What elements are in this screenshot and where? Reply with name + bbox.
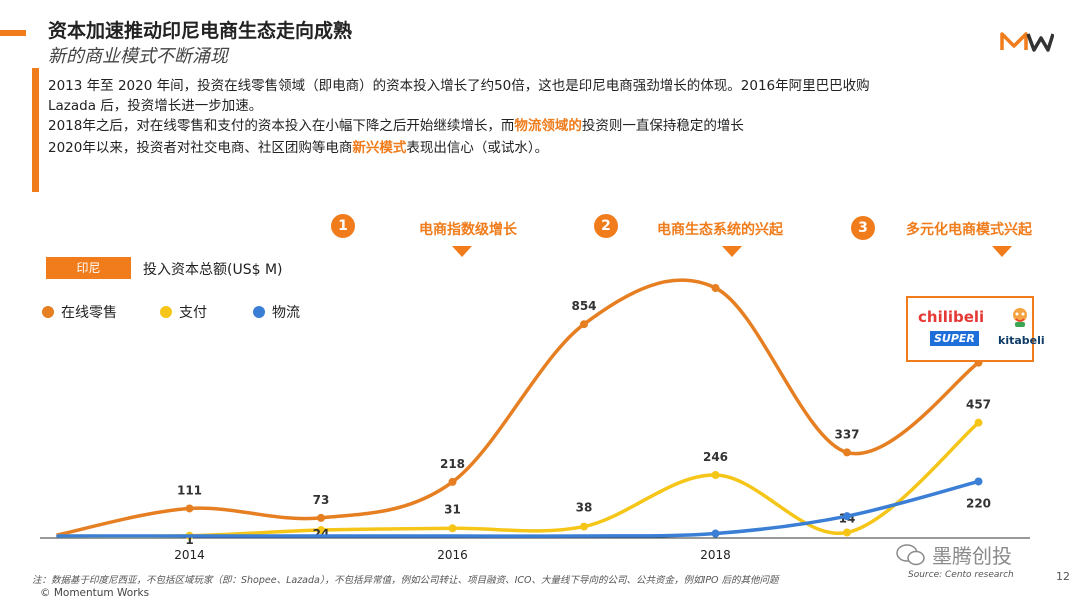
phase-2-arrow-icon	[722, 246, 742, 257]
paragraph-line-4: 2020年以来，投资者对社交电商、社区团购等电商新兴模式表现出信心（或试水）。	[48, 140, 549, 156]
data-label-1-4: 38	[576, 501, 593, 515]
highlight-new-models: 新兴模式	[352, 140, 407, 156]
data-point-1-6	[843, 528, 851, 537]
paragraph-line-3: 2018年之后，对在线零售和支付的资本投入在小幅下降之后开始继续增长，而物流领域…	[48, 118, 744, 134]
paragraph-accent-bar	[32, 68, 39, 192]
x-tick-label: 2014	[174, 548, 205, 562]
data-label-0-2: 73	[313, 493, 330, 507]
legend-retail: 在线零售	[42, 302, 117, 322]
momentum-works-logo	[1000, 32, 1054, 52]
data-point-0-4	[580, 320, 588, 329]
page-subtitle: 新的商业模式不断涌现	[48, 46, 228, 67]
data-label-2-7: 220	[966, 496, 991, 510]
paragraph-line-1: 2013 年至 2020 年间，投资在线零售领域（即电商）的资本投入增长了约50…	[48, 78, 870, 94]
phase-2-label: 电商生态系统的兴起	[657, 222, 783, 238]
phase-2-number: 2	[594, 214, 618, 238]
data-point-1-4	[580, 522, 588, 531]
kitabeli-mascot-icon	[1013, 308, 1027, 327]
phase-1-label: 电商指数级增长	[419, 222, 517, 238]
wechat-icon	[896, 543, 925, 565]
data-point-1-5	[711, 470, 720, 479]
legend-payment: 支付	[160, 302, 207, 322]
legend-logistics-dot	[253, 306, 265, 318]
legend-retail-dot	[42, 306, 54, 318]
legend-logistics: 物流	[253, 302, 300, 322]
page-title: 资本加速推动印尼电商生态走向成熟	[48, 20, 353, 42]
copyright: © Momentum Works	[40, 587, 150, 599]
data-label-1-1: 1	[185, 533, 193, 547]
data-point-2-7	[974, 477, 983, 486]
accent-bar-top	[0, 30, 26, 36]
paragraph-line-2: Lazada 后，投资增长进一步加速。	[48, 98, 263, 114]
kitabeli-logo: kitabeli	[998, 334, 1045, 347]
country-tag: 印尼	[46, 257, 131, 279]
phase-1-number: 1	[331, 214, 355, 238]
data-label-1-3: 31	[444, 502, 461, 516]
company-logos-box: chilibeli SUPER kitabeli	[906, 296, 1045, 362]
data-label-1-2: 24	[313, 527, 330, 541]
data-point-2-6	[843, 512, 851, 521]
phase-1-arrow-icon	[452, 246, 472, 257]
highlight-logistics: 物流领域的	[514, 118, 582, 134]
chart-title: 投入资本总额(US$ M)	[143, 262, 283, 278]
phase-3-label: 多元化电商模式兴起	[906, 222, 1032, 238]
legend-payment-dot	[160, 306, 172, 318]
data-point-1-7	[974, 418, 983, 427]
data-point-1-3	[448, 524, 457, 533]
phase-3-number: 3	[851, 216, 875, 240]
watermark: 墨腾创投	[896, 540, 1012, 569]
footnote: 注：数据基于印度尼西亚，不包括区域玩家（即：Shopee、Lazada），不包括…	[32, 575, 779, 586]
super-logo: SUPER	[930, 331, 979, 346]
data-label-0-1: 111	[177, 483, 202, 497]
phase-3-arrow-icon	[992, 246, 1012, 257]
page-number: 12	[1056, 570, 1070, 583]
series-line-2	[56, 479, 981, 538]
data-point-0-3	[448, 477, 457, 486]
source-note: Source: Cento research	[908, 570, 1014, 580]
series-line-0	[56, 278, 981, 537]
data-point-1-2	[317, 526, 325, 535]
data-label-1-7: 457	[966, 398, 991, 412]
data-point-0-6	[843, 448, 851, 457]
data-label-0-4: 854	[571, 299, 596, 313]
chilibeli-logo: chilibeli	[918, 308, 985, 326]
data-label-1-5: 246	[703, 450, 728, 464]
x-tick-label: 2016	[437, 548, 468, 562]
data-label-0-6: 337	[834, 427, 859, 441]
x-tick-label: 2018	[700, 548, 731, 562]
data-point-0-2	[317, 513, 325, 522]
data-point-2-5	[711, 529, 720, 538]
data-point-0-1	[185, 504, 194, 513]
data-point-0-5	[711, 284, 720, 292]
data-label-0-3: 218	[440, 457, 465, 471]
